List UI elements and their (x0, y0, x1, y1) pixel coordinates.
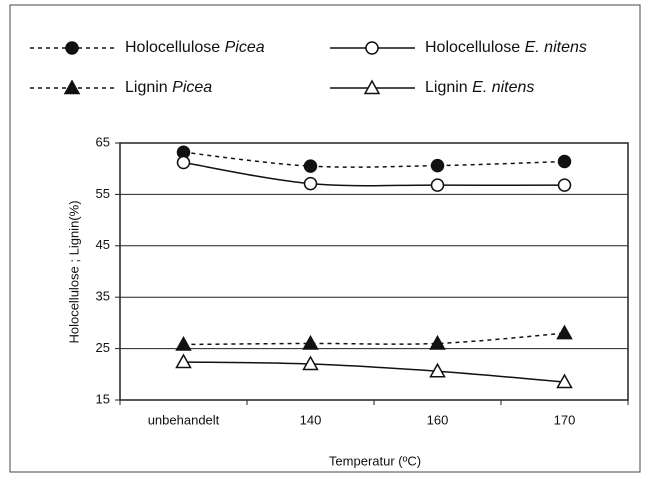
x-tick-label: 170 (554, 412, 576, 427)
marker (302, 334, 319, 350)
x-axis-label: Temperatur (ºC) (329, 453, 421, 468)
x-tick-label: 140 (300, 412, 322, 427)
y-tick-label: 65 (96, 134, 110, 149)
marker (175, 335, 192, 351)
marker (557, 178, 572, 192)
marker (65, 41, 79, 55)
legend-label: Lignin Picea (125, 79, 212, 96)
series-line (183, 161, 565, 187)
marker (303, 176, 318, 191)
legend-label: Holocellulose E. nitens (425, 39, 587, 56)
y-axis-label: Holocellulose ; Lignin(%) (66, 200, 81, 343)
marker (175, 353, 192, 369)
frame (9, 4, 641, 473)
legend-label: Lignin E. nitens (425, 79, 534, 96)
marker (556, 373, 573, 389)
y-tick-label: 45 (96, 237, 110, 252)
marker (363, 79, 381, 95)
marker (176, 155, 191, 170)
x-tick-label: 160 (427, 412, 449, 427)
series-line (183, 151, 565, 168)
marker (303, 159, 318, 173)
marker (429, 362, 446, 378)
marker (556, 324, 573, 340)
marker (429, 334, 446, 350)
marker (430, 178, 445, 192)
marker (63, 79, 81, 95)
y-tick-label: 15 (96, 391, 110, 406)
marker (365, 41, 379, 55)
marker (302, 355, 319, 371)
legend-label: Holocellulose Picea (125, 39, 265, 56)
marker (430, 158, 445, 173)
y-tick-label: 35 (96, 289, 110, 304)
y-tick-label: 25 (96, 340, 110, 355)
series-line (183, 332, 565, 346)
y-tick-label: 55 (96, 186, 110, 201)
marker (557, 154, 572, 169)
series-line (183, 361, 565, 383)
x-tick-label: unbehandelt (148, 412, 220, 427)
